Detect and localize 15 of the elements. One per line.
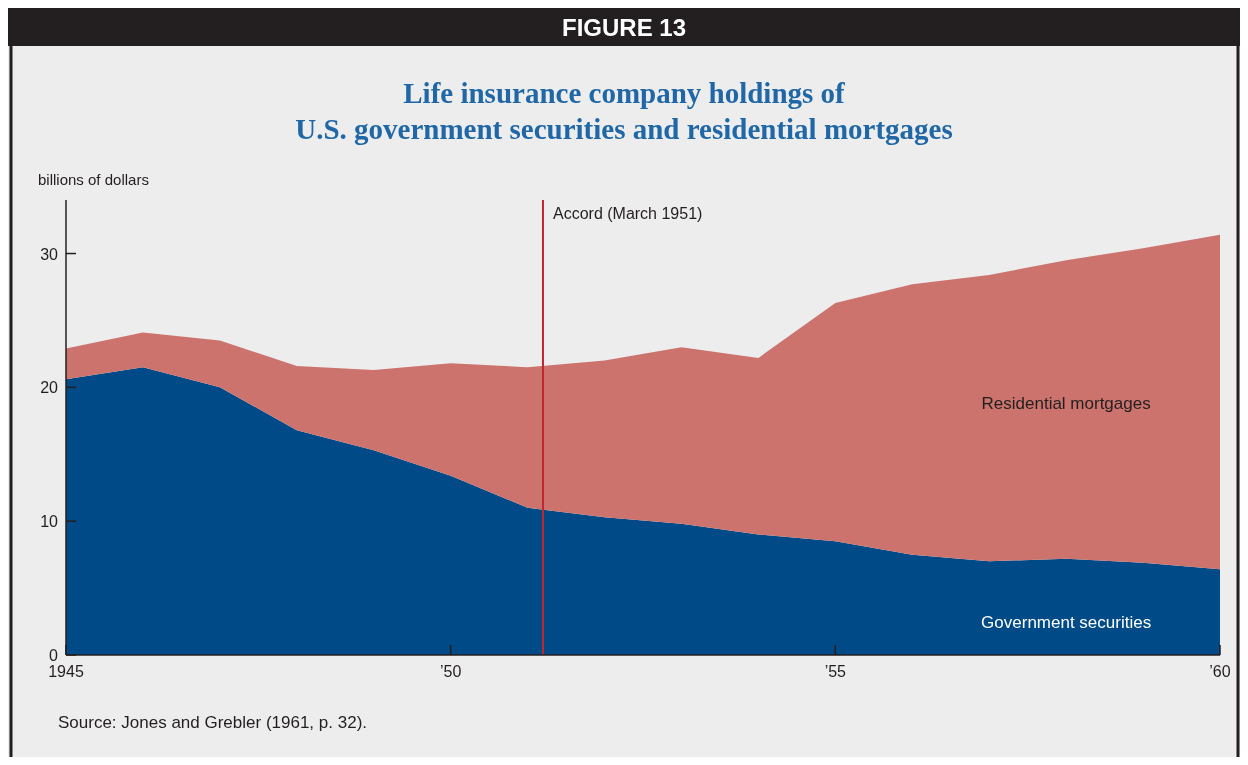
chart-title: FIGURE 13 [561,14,687,41]
y-tick-label: 20 [40,379,59,397]
x-tick-label: ’50 [439,663,462,680]
source-note: Source: Jones and Grebler (1961, p. 32). [58,713,368,732]
series-label: Residential mortgages [981,394,1151,414]
y-tick-label: 30 [40,245,59,263]
x-tick-label: ’55 [824,663,847,680]
series-label: Government securities [981,613,1152,633]
ref-line-label: Accord (March 1951) [552,205,703,222]
y-axis-title: billions of dollars [38,171,149,188]
x-tick-label: ’60 [1209,663,1231,680]
y-tick-label: 0 [49,647,59,664]
chart-subtitle: Life insurance company holdings of U.S. government securities and residential mortgages [295,77,953,145]
y-tick-label: 10 [40,513,59,531]
x-tick-label: 1945 [48,663,84,680]
